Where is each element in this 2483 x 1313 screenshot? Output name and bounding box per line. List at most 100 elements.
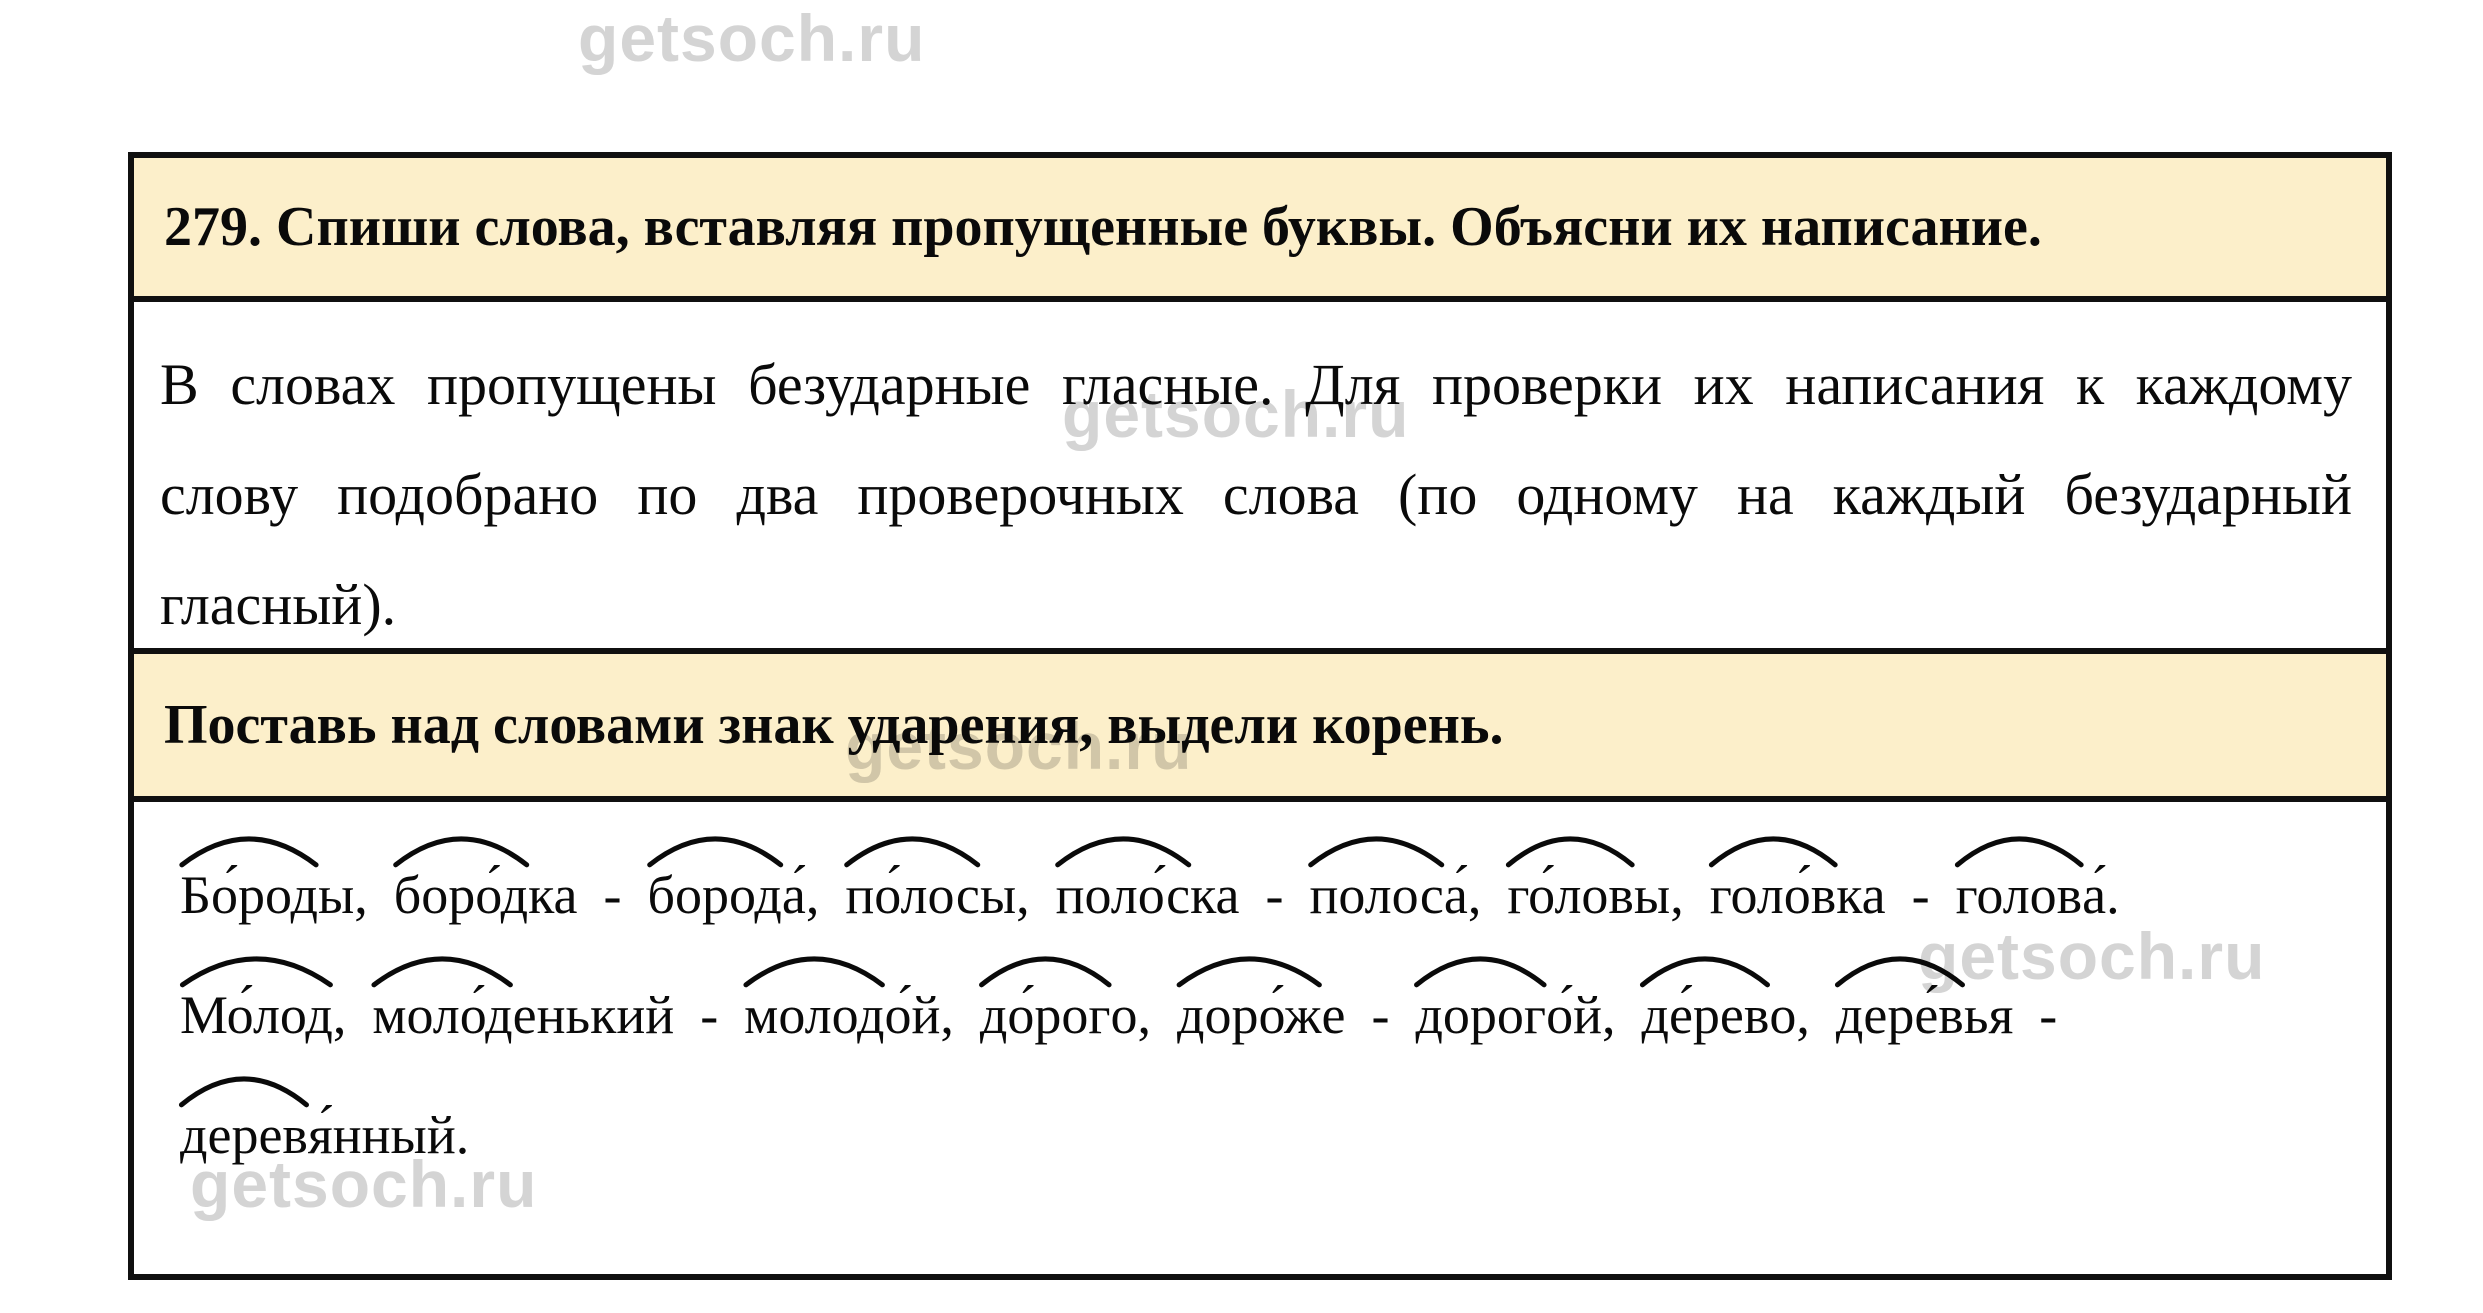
explanation-line: слову подобрано по два проверочных слова… xyxy=(160,462,2352,527)
word-root: голо́в xyxy=(1710,866,1837,924)
word-ending: о, xyxy=(1110,985,1152,1045)
root-arc-icon xyxy=(841,830,983,868)
separator-dash: - xyxy=(700,985,719,1045)
answer-word: моло́денький xyxy=(372,986,674,1044)
watermark: getsoch.ru xyxy=(1918,919,2266,993)
root-text: до́рог xyxy=(979,985,1111,1045)
answer-word: борода́, xyxy=(648,865,820,925)
root-text: боро́д xyxy=(393,865,529,925)
separator-dash: - xyxy=(1911,865,1930,925)
word-ending: ы, xyxy=(979,865,1030,925)
word-ending: , xyxy=(332,985,347,1045)
separator-dash: - xyxy=(1371,985,1390,1045)
instruction-row: Поставь над словами знак ударения, выдел… xyxy=(134,654,2386,802)
answer-word: доро́же xyxy=(1177,986,1345,1044)
word-root: бород xyxy=(648,866,782,924)
word-ending: ка xyxy=(1190,865,1240,925)
root-arc-icon xyxy=(1411,950,1550,988)
answer-word: по́лосы, xyxy=(845,865,1030,925)
task-title: 279. Спиши слова, вставляя пропущенные б… xyxy=(164,196,2042,258)
root-arc-icon xyxy=(1706,830,1841,868)
word-root: по́лос xyxy=(845,866,979,924)
word-root: Мо́лод xyxy=(180,986,333,1044)
root-text: голов xyxy=(1955,865,2083,925)
answer-word: голо́вка xyxy=(1710,866,1886,924)
separator-dash: - xyxy=(2039,985,2058,1045)
root-text: доро́ж xyxy=(1177,985,1322,1045)
word-ending: а́, xyxy=(781,865,820,925)
separator-dash: - xyxy=(1265,865,1284,925)
root-arc-icon xyxy=(1637,950,1773,988)
task-table: 279. Спиши слова, вставляя пропущенные б… xyxy=(128,152,2392,1280)
answer-word: деревя́нный. xyxy=(180,1106,469,1164)
word-root: боро́д xyxy=(394,866,528,924)
root-text: Бо́род xyxy=(180,865,318,925)
answer-word: полоса́, xyxy=(1309,866,1481,924)
word-root: дорог xyxy=(1415,986,1546,1044)
answer-word: дорого́й, xyxy=(1415,986,1615,1044)
word-ending: о́й, xyxy=(1546,985,1616,1045)
word-root: до́рог xyxy=(980,986,1111,1044)
root-text: го́лов xyxy=(1507,865,1634,925)
root-arc-icon xyxy=(390,830,532,868)
root-arc-icon xyxy=(976,950,1115,988)
root-text: по́лос xyxy=(845,865,980,925)
word-ending: е xyxy=(1321,985,1346,1045)
word-root: доро́ж xyxy=(1177,986,1321,1044)
answer-word: молодо́й, xyxy=(744,986,954,1044)
word-root: Бо́род xyxy=(180,866,318,924)
word-root: молод xyxy=(744,986,884,1044)
root-arc-icon xyxy=(1952,830,2087,868)
word-ending: ы, xyxy=(1633,865,1684,925)
root-text: моло́д xyxy=(372,985,513,1045)
root-arc-icon xyxy=(1832,950,1968,988)
watermark: getsoch.ru xyxy=(578,1,926,75)
watermark: getsoch.ru xyxy=(190,1147,538,1221)
root-text: дере́в xyxy=(1835,985,1964,1045)
answer-line: деревя́нный. xyxy=(180,1068,2366,1164)
root-arc-icon xyxy=(176,830,322,868)
answer-line: Бо́роды, боро́дка - борода́, по́лосы, поло́ск… xyxy=(180,828,2366,924)
root-arc-icon xyxy=(1503,830,1638,868)
task-title-row: 279. Спиши слова, вставляя пропущенные б… xyxy=(134,158,2386,302)
root-text: дорог xyxy=(1415,985,1547,1045)
word-ending: ка xyxy=(1836,865,1886,925)
answer-word: боро́дка xyxy=(394,866,578,924)
word-ending: ы, xyxy=(317,865,368,925)
answer-word: Мо́лод, xyxy=(180,986,346,1044)
root-text: дерев xyxy=(180,1105,308,1165)
word-ending: о́й, xyxy=(884,985,954,1045)
root-text: молод xyxy=(744,985,885,1045)
word-root: голов xyxy=(1956,866,2083,924)
word-ending: енький xyxy=(512,985,675,1045)
separator-dash: - xyxy=(603,865,622,925)
word-ending: о, xyxy=(1769,985,1810,1045)
word-root: дере́в xyxy=(1836,986,1964,1044)
word-root: полос xyxy=(1309,866,1443,924)
root-arc-icon xyxy=(1173,950,1325,988)
word-root: де́рев xyxy=(1641,986,1769,1044)
word-ending: а́, xyxy=(1443,865,1482,925)
root-arc-icon xyxy=(368,950,516,988)
root-arc-icon xyxy=(176,950,337,988)
answer-word: го́ловы, xyxy=(1507,865,1684,925)
answer-word: голова́. xyxy=(1956,866,2120,924)
root-text: Мо́лод xyxy=(180,985,333,1045)
answer-row: Бо́роды, боро́дка - борода́, по́лосы, поло́ск… xyxy=(134,802,2386,1274)
watermark: getsoch.ru xyxy=(845,709,1193,783)
root-arc-icon xyxy=(740,950,888,988)
explanation-line: гласный). xyxy=(160,572,397,637)
word-ending: ья xyxy=(1963,985,2014,1045)
root-text: голо́в xyxy=(1709,865,1837,925)
word-root: го́лов xyxy=(1507,866,1634,924)
word-root: поло́с xyxy=(1056,866,1190,924)
root-arc-icon xyxy=(1052,830,1194,868)
answer-word: дере́вья xyxy=(1836,986,2013,1044)
word-root: дерев xyxy=(180,1106,308,1164)
root-arc-icon xyxy=(644,830,786,868)
instruction-text: Поставь над словами знак ударения, выдел… xyxy=(164,694,1504,756)
root-text: де́рев xyxy=(1641,985,1770,1045)
word-root: моло́д xyxy=(372,986,512,1044)
root-arc-icon xyxy=(176,1070,312,1108)
